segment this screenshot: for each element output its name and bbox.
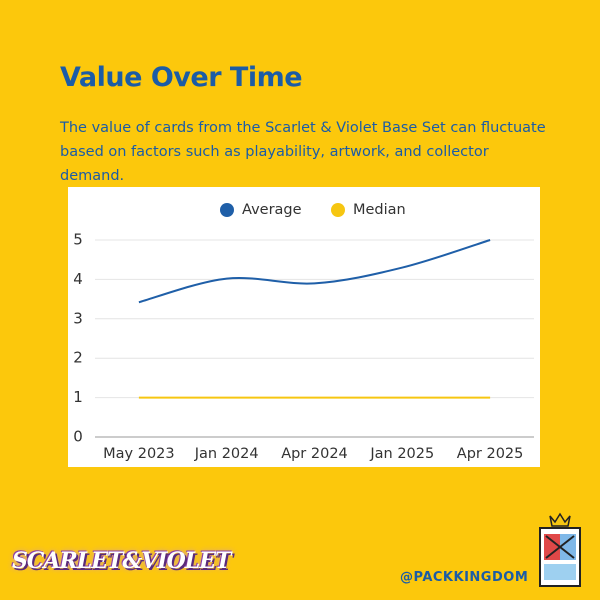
legend-marker: [220, 203, 234, 217]
legend-marker: [331, 203, 345, 217]
x-tick-label: Jan 2024: [194, 446, 259, 462]
y-tick-label: 0: [73, 428, 83, 446]
y-tick-label: 1: [73, 388, 83, 406]
line-series: [138, 239, 491, 304]
x-tick-label: Apr 2024: [281, 446, 348, 462]
y-tick-label: 3: [73, 309, 83, 327]
chart-panel: [68, 187, 540, 467]
x-tick-label: Apr 2025: [457, 446, 524, 462]
x-tick-label: May 2023: [103, 446, 175, 462]
brand-icon: [539, 512, 581, 587]
title: Value Over Time: [60, 62, 303, 93]
y-tick-label: 2: [73, 349, 83, 367]
handle: @PACKKINGDOM: [400, 570, 529, 585]
legend-label: Median: [353, 202, 406, 218]
y-tick-label: 4: [73, 270, 83, 288]
legend-label: Average: [242, 202, 302, 218]
brand-logo: SCARLET&VIOLET: [12, 548, 231, 574]
x-tick-label: Jan 2025: [369, 446, 434, 462]
y-tick-label: 5: [73, 231, 83, 249]
subtitle: The value of cards from the Scarlet & Vi…: [60, 120, 546, 184]
